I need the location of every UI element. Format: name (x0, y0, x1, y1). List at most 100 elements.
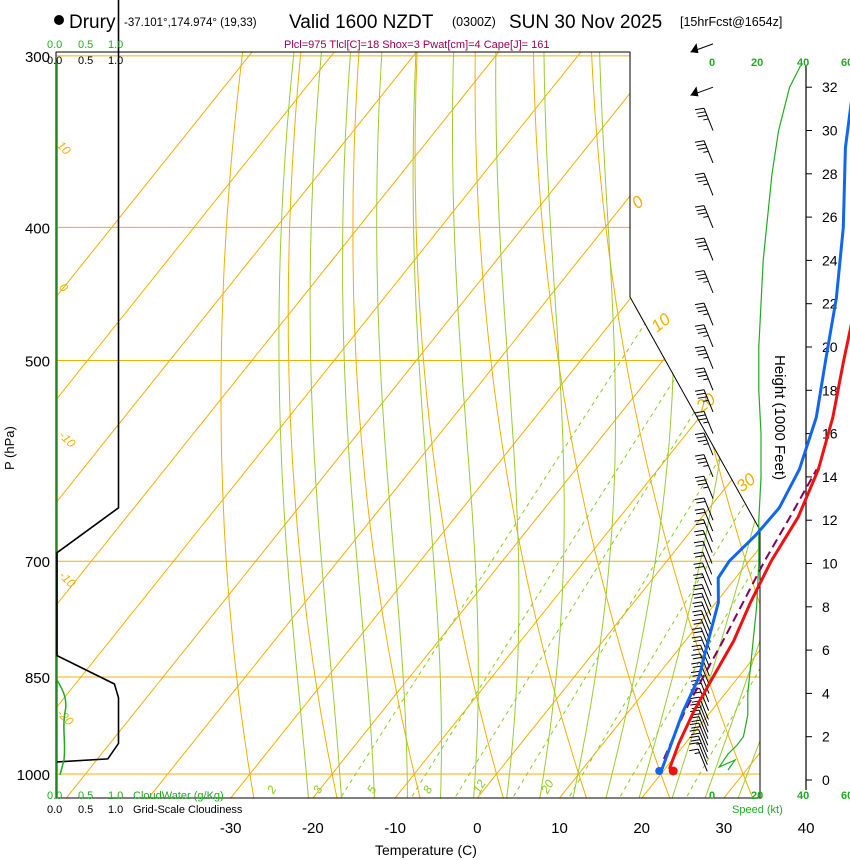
mixing-ratio-line (509, 227, 760, 798)
wind-barb-feather (697, 396, 707, 399)
wind-barb-staff (703, 454, 714, 478)
station-name: Drury (69, 12, 116, 33)
pressure-tick-label: 700 (25, 554, 50, 571)
wind-barb (691, 627, 711, 651)
wind-barb (694, 367, 714, 391)
wind-barb-feather (696, 143, 706, 147)
wind-barb-feather (703, 378, 709, 381)
height-tick-label: 30 (822, 123, 838, 139)
wind-barb-feather (694, 475, 705, 479)
height-tick-label: 18 (822, 382, 838, 398)
height-tick-label: 4 (822, 685, 830, 701)
wind-barb (690, 43, 714, 54)
height-tick-label: 28 (822, 166, 838, 182)
wind-barb-feather (693, 562, 703, 565)
isotherm-line (308, 52, 760, 798)
wind-barb (694, 205, 714, 229)
wind-barb-feather (696, 349, 706, 352)
wind-barb-feather (697, 147, 707, 150)
bottom-cloudwater-tick: 0.0 (47, 790, 62, 802)
temperature-tick-label: 10 (551, 820, 568, 837)
isotherm-line (56, 52, 356, 798)
bottom-cloudiness-tick: 0.0 (47, 804, 62, 816)
wind-barb-feather (697, 482, 707, 486)
mixing-ratio-line (407, 227, 760, 798)
wind-barb-feather (689, 722, 699, 726)
wind-barb (694, 529, 713, 553)
height-tick-label: 8 (822, 599, 830, 615)
dry-adiabat-lines (220, 52, 760, 798)
isotherm-label: 10 (648, 309, 675, 336)
isotherm-line (472, 52, 760, 798)
parcel-trace (662, 468, 818, 760)
wind-barb-feather (692, 592, 702, 596)
dry-adiabat-line (588, 52, 756, 798)
wind-barb-feather (694, 752, 700, 755)
forecast-run: [15hrFcst@1654z] (680, 15, 782, 29)
wind-barb-staff (699, 688, 710, 711)
wind-barb-feather (703, 356, 709, 359)
wind-barb-staff (703, 270, 714, 294)
wind-barb-feather (689, 742, 699, 745)
surface-dewpoint-marker (655, 767, 664, 775)
isotherm-lines (56, 52, 760, 798)
wind-barb-feather (703, 334, 709, 337)
isotherm-line (56, 52, 521, 798)
wind-barb-feather (697, 309, 707, 313)
wind-barb-staff (703, 237, 714, 261)
mixing-ratio-label: 8 (420, 783, 436, 796)
wind-barb-staff (703, 411, 714, 434)
bottom-cloudwater-tick: 1.0 (108, 790, 123, 802)
wind-barb (694, 389, 714, 413)
wind-barb-staff (700, 610, 711, 633)
height-tick-label: 32 (822, 79, 838, 95)
wind-barb-feather (694, 587, 704, 591)
mixing-ratio-label: 5 (364, 783, 380, 796)
height-tick-label: 10 (822, 556, 838, 572)
wind-barb-feather (703, 118, 709, 121)
wind-barb-feather (694, 497, 705, 500)
top-cloudiness-tick: 0.0 (47, 55, 62, 67)
wind-barb-feather (694, 324, 705, 327)
dry-adiabat-line (474, 52, 589, 798)
wind-barb-feather (703, 421, 709, 424)
wind-barb-staff (697, 742, 708, 766)
wind-barb-feather (690, 670, 701, 674)
wind-barb-staff (703, 497, 714, 521)
wind-barb (689, 729, 709, 753)
dry-adiabat-line (532, 52, 672, 798)
wind-barb-feather (689, 735, 699, 739)
wind-barb-feather (691, 636, 701, 639)
dry-adiabat-line (287, 52, 339, 798)
wind-barb (694, 172, 714, 196)
wind-barb-staff (698, 716, 709, 740)
wind-barb-feather (692, 584, 703, 587)
wind-barb-staff (703, 324, 714, 348)
wind-barb (692, 592, 712, 616)
wind-barb-feather (693, 573, 703, 576)
wind-barb-feather (697, 374, 707, 378)
temperature-tick-label: -10 (384, 820, 406, 837)
temperature-trace (668, 323, 850, 775)
wind-barb-feather (691, 719, 701, 723)
wind-barb-staff (703, 302, 714, 326)
height-tick-label: 12 (822, 512, 838, 528)
surface-temp-marker (668, 766, 678, 776)
valid-time: Valid 1600 NZDT (289, 12, 434, 33)
moist-adiabat-line (702, 52, 760, 798)
mixing-ratio-line (336, 227, 708, 798)
wind-barb (689, 748, 708, 772)
wind-barb-feather (696, 392, 706, 396)
wind-barb-staff (700, 627, 711, 651)
wind-barb (693, 573, 712, 597)
temperature-tick-label: 40 (798, 820, 815, 837)
wind-barb-staff (703, 476, 714, 499)
parcel-params: Plcl=975 Tlcl[C]=18 Shox=3 Pwat[cm]=4 Ca… (284, 39, 549, 51)
wind-barb-feather (697, 439, 707, 443)
wind-barb (694, 475, 714, 499)
pressure-tick-label: 300 (25, 49, 50, 66)
dry-adiabat-label: -10 (56, 568, 78, 590)
wind-barb-feather (696, 111, 706, 114)
wind-barb-feather (696, 241, 706, 244)
